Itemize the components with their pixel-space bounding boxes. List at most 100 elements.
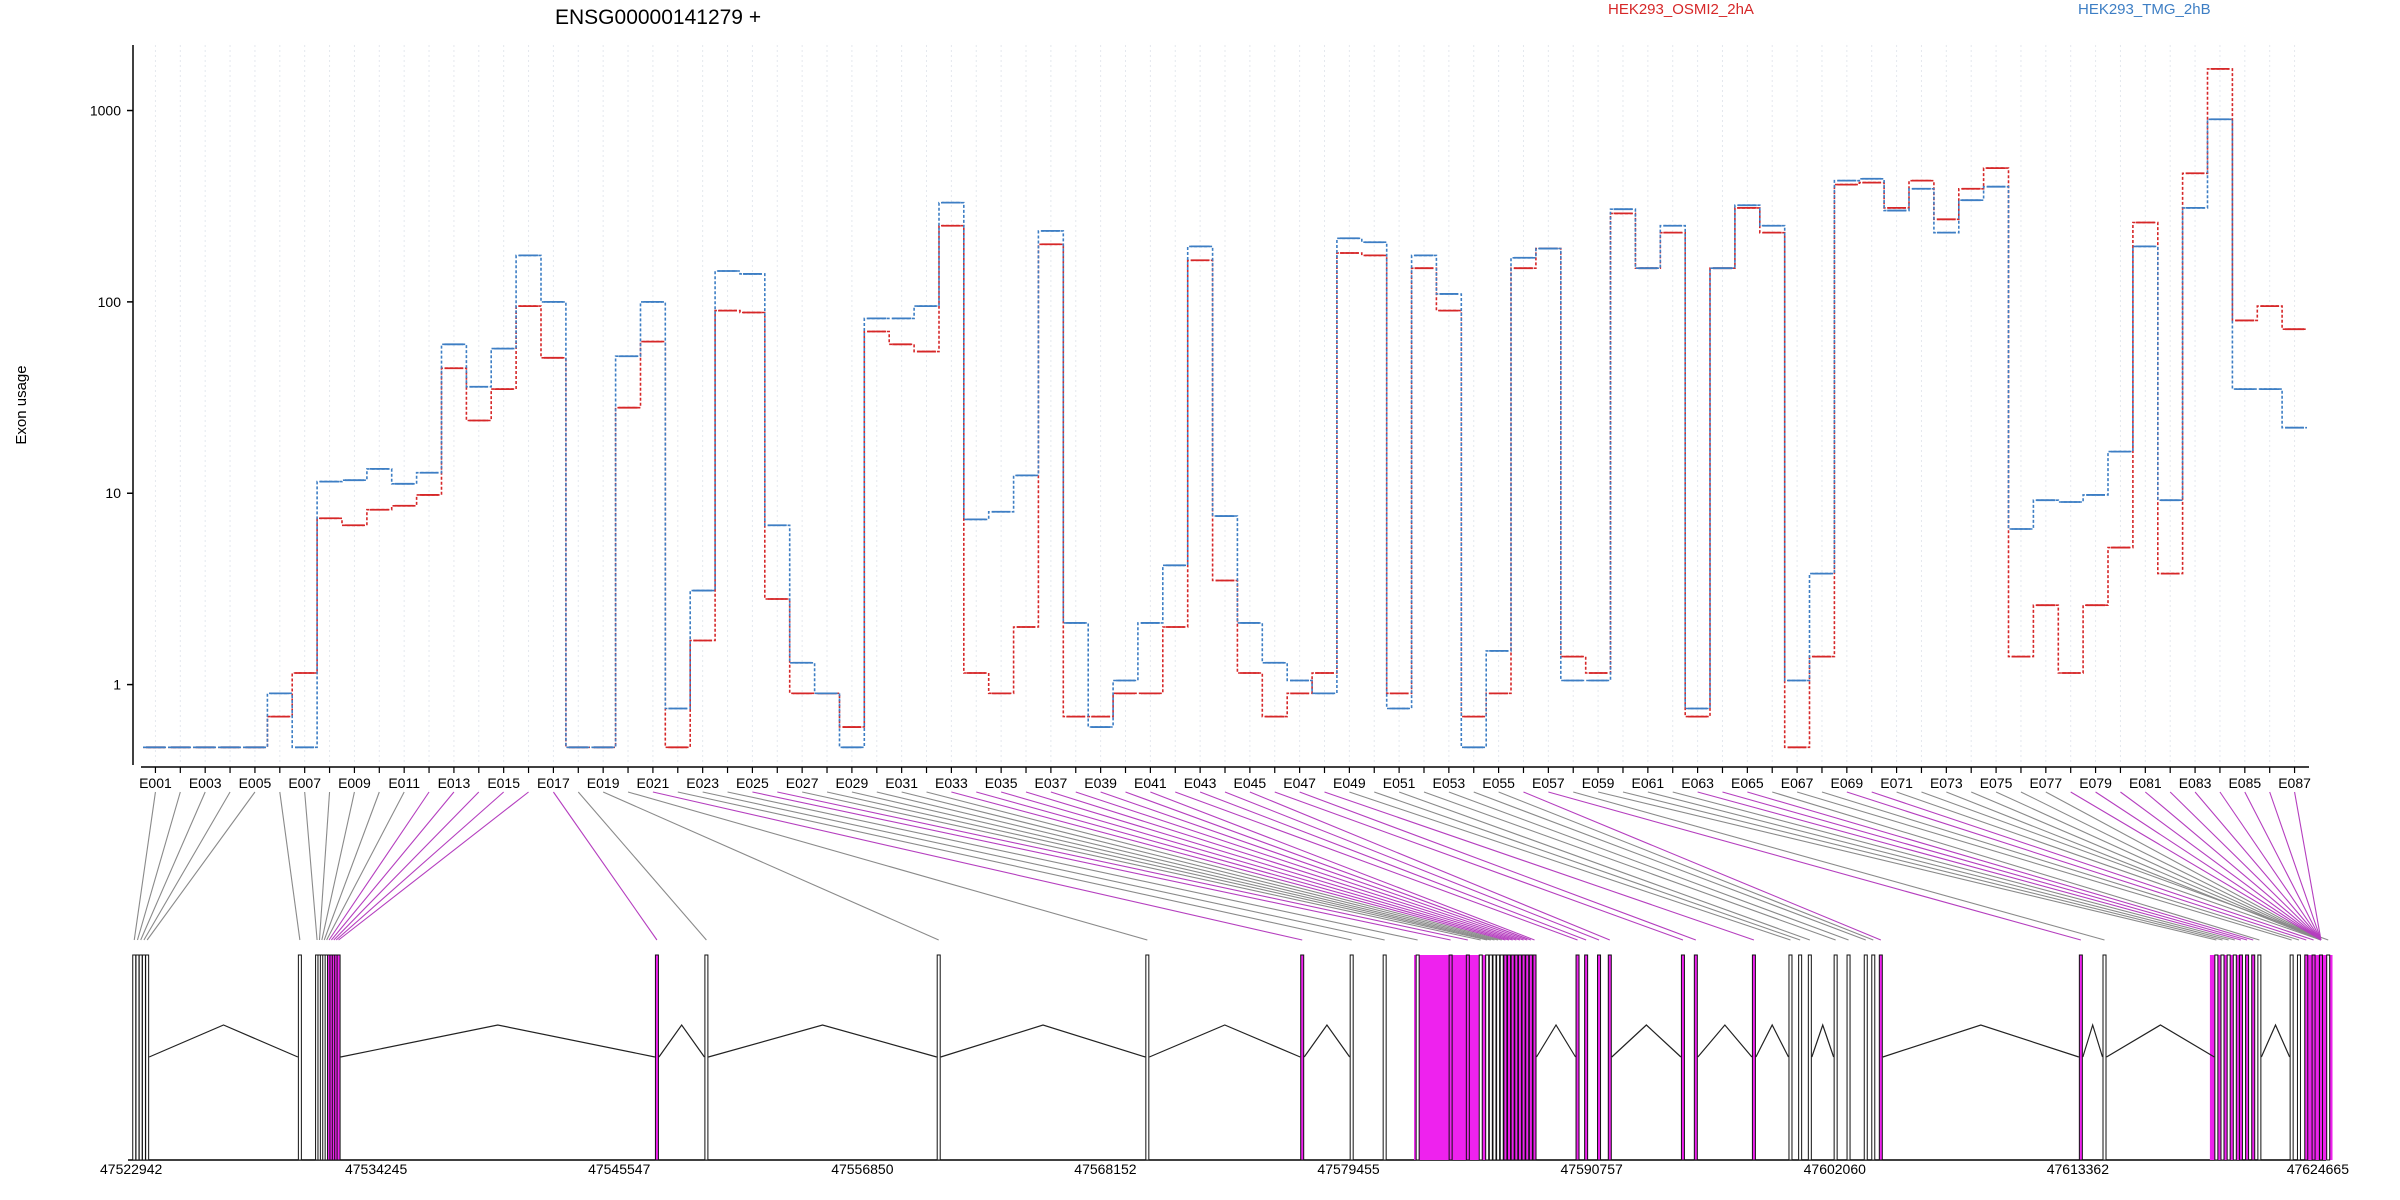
exon-connector-lines bbox=[133, 791, 2329, 941]
exon-block bbox=[1584, 954, 1589, 1161]
exon-label: E001 bbox=[139, 775, 172, 791]
exon-block bbox=[1846, 954, 1851, 1161]
exon-block bbox=[654, 954, 659, 1161]
exon-connector bbox=[2070, 791, 2322, 941]
exon-label: E047 bbox=[1283, 775, 1316, 791]
intron-line bbox=[940, 1024, 1146, 1058]
exon-connector bbox=[335, 791, 505, 941]
exon-block bbox=[2102, 954, 2107, 1161]
exon-connector bbox=[1921, 791, 2329, 941]
exon-connector bbox=[727, 791, 1418, 941]
exon-block bbox=[1507, 954, 1512, 1161]
exon-connector bbox=[652, 791, 1303, 941]
exon-connector bbox=[321, 791, 355, 941]
exon-block bbox=[1532, 954, 1537, 1161]
exon-block bbox=[2245, 954, 2250, 1161]
genomic-tick-label: 47613362 bbox=[2047, 1161, 2110, 1177]
intron-line bbox=[658, 1023, 705, 1058]
exon-block bbox=[2226, 954, 2231, 1161]
exon-block bbox=[336, 954, 341, 1161]
exon-block bbox=[135, 954, 140, 1161]
exon-connector bbox=[1224, 791, 1600, 941]
exon-block bbox=[1415, 954, 1420, 1161]
exon-label: E081 bbox=[2129, 775, 2162, 791]
exon-block bbox=[2238, 954, 2243, 1161]
exon-connector bbox=[1946, 791, 2322, 941]
exon-label: E057 bbox=[1532, 775, 1565, 791]
y-tick-label: 1 bbox=[113, 677, 121, 693]
exon-label: E065 bbox=[1731, 775, 1764, 791]
exon-connector bbox=[1523, 791, 1882, 941]
exon-label: E051 bbox=[1383, 775, 1416, 791]
exon-block bbox=[2319, 954, 2323, 1161]
exon-block bbox=[1528, 954, 1533, 1161]
exon-connector bbox=[1274, 791, 1684, 941]
exon-label: E049 bbox=[1333, 775, 1366, 791]
exon-connector bbox=[136, 791, 181, 941]
exon-label: E073 bbox=[1930, 775, 1963, 791]
intron-line bbox=[2260, 1023, 2291, 1058]
exon-connector bbox=[1125, 791, 1532, 941]
exon-connector bbox=[677, 791, 1352, 941]
y-axis-label: Exon usage bbox=[13, 365, 30, 444]
intron-line bbox=[1611, 1024, 1682, 1058]
intron-line bbox=[1697, 1024, 1753, 1058]
exon-label: E053 bbox=[1433, 775, 1466, 791]
exon-connector bbox=[1821, 791, 2300, 941]
exon-connector bbox=[143, 791, 231, 941]
exon-block bbox=[704, 954, 709, 1161]
exon-block bbox=[1300, 954, 1305, 1161]
exon-block bbox=[1514, 954, 1519, 1161]
genomic-tick-label: 47545547 bbox=[588, 1161, 651, 1177]
exon-block bbox=[1448, 954, 1453, 1161]
exon-label: E003 bbox=[189, 775, 222, 791]
exon-connector bbox=[1299, 791, 1697, 941]
exon-connector bbox=[552, 791, 658, 941]
exon-connector bbox=[279, 791, 301, 941]
exon-connector bbox=[1697, 791, 2242, 941]
exon-block bbox=[1488, 954, 1493, 1161]
exon-label: E069 bbox=[1830, 775, 1863, 791]
intron-line bbox=[1535, 1023, 1577, 1058]
exon-label: E071 bbox=[1880, 775, 1913, 791]
exon-label: E045 bbox=[1234, 775, 1267, 791]
exon-block bbox=[1833, 954, 1838, 1161]
genomic-tick-label: 47624665 bbox=[2287, 1161, 2350, 1177]
series-lines bbox=[143, 68, 2307, 749]
intron-line bbox=[708, 1024, 937, 1058]
exon-connector bbox=[1597, 791, 2217, 941]
exon-block bbox=[2220, 954, 2225, 1161]
exon-connector bbox=[1896, 791, 2322, 941]
exon-connector bbox=[1573, 791, 2105, 941]
exon-label: E063 bbox=[1681, 775, 1714, 791]
exon-connector bbox=[1199, 791, 1587, 941]
exon-connector bbox=[318, 791, 331, 941]
exon-block bbox=[1517, 954, 1522, 1161]
legend-entry-osmi2: HEK293_OSMI2_2hA bbox=[1608, 1, 1754, 18]
genomic-tick-label: 47522942 bbox=[100, 1161, 163, 1177]
exon-connector bbox=[1647, 791, 2229, 941]
exon-label: E059 bbox=[1582, 775, 1615, 791]
genomic-tick-label: 47602060 bbox=[1804, 1161, 1867, 1177]
exon-block bbox=[1788, 954, 1793, 1161]
exon-block bbox=[138, 954, 143, 1161]
exon-label: E075 bbox=[1980, 775, 2013, 791]
exon-connector bbox=[1473, 791, 1866, 941]
exon-block bbox=[1521, 954, 1526, 1161]
intron-line bbox=[340, 1024, 656, 1058]
exon-connector bbox=[802, 791, 1481, 941]
exon-connector bbox=[326, 791, 405, 941]
exon-connector bbox=[1075, 791, 1524, 941]
genomic-tick-label: 47534245 bbox=[345, 1161, 408, 1177]
exon-block bbox=[936, 954, 941, 1161]
exon-connector bbox=[1548, 791, 2081, 941]
exon-block bbox=[297, 954, 302, 1161]
exon-connector bbox=[2095, 791, 2322, 941]
plot-axes bbox=[127, 45, 2326, 1161]
exon-connector bbox=[1349, 791, 1791, 941]
exon-block bbox=[1798, 954, 1803, 1161]
exon-connector bbox=[1448, 791, 1849, 941]
exon-block bbox=[1807, 954, 1812, 1161]
exon-label: E055 bbox=[1482, 775, 1515, 791]
